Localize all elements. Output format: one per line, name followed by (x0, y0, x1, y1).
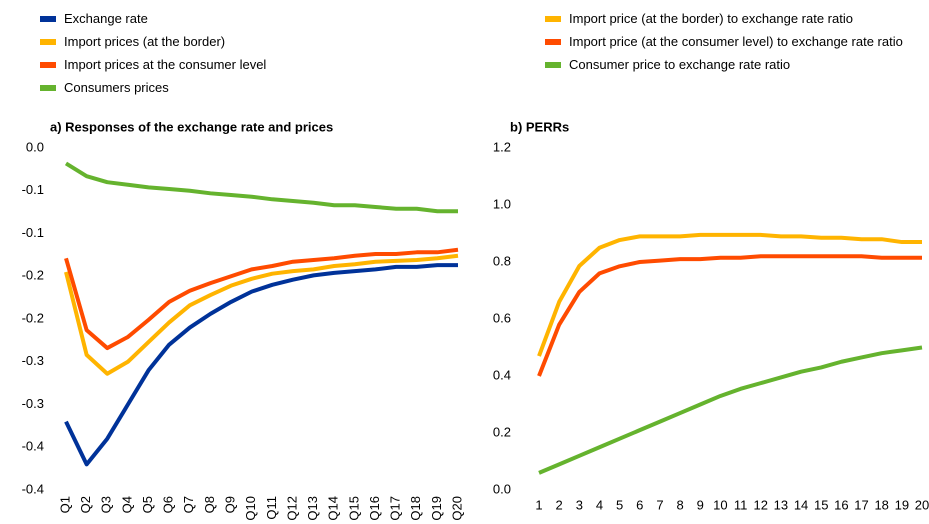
x-tick-label: 1 (535, 497, 542, 512)
y-tick-label: 0.2 (493, 424, 511, 439)
legend-item: Exchange rate (40, 10, 460, 27)
legend-label: Import price (at the border) to exchange… (569, 11, 853, 26)
legend-swatch (40, 85, 56, 91)
legend-swatch (40, 16, 56, 22)
y-tick-label: 0.6 (493, 310, 511, 325)
x-tick-label: Q11 (264, 496, 279, 520)
legend-item: Import price (at the consumer level) to … (545, 33, 925, 50)
x-tick-label: 20 (915, 497, 929, 512)
legend-swatch (40, 62, 56, 68)
legend: Exchange rate Import prices (at the borde… (40, 10, 460, 102)
x-tick-label: 18 (874, 497, 888, 512)
x-tick-label: 2 (556, 497, 563, 512)
legend-swatch (545, 16, 561, 22)
x-tick-label: Q13 (305, 496, 320, 521)
legend-label: Import price (at the consumer level) to … (569, 34, 903, 49)
x-tick-label: Q17 (388, 496, 403, 521)
y-tick-label: -0.2 (22, 268, 44, 283)
x-tick-label: Q10 (243, 496, 258, 521)
legend-swatch (40, 39, 56, 45)
x-tick-label: 15 (814, 497, 828, 512)
y-tick-label: -0.4 (22, 481, 44, 496)
y-tick-label: -0.3 (22, 396, 44, 411)
x-tick-label: 7 (656, 497, 663, 512)
x-tick-label: Q18 (408, 496, 423, 521)
line-series (538, 345, 923, 475)
x-tick-label: 16 (834, 497, 848, 512)
legend-label: Consumers prices (64, 80, 169, 95)
x-tick-label: 12 (754, 497, 768, 512)
legend-swatch (545, 39, 561, 45)
y-tick-label: 1.0 (493, 196, 511, 211)
line-series (537, 232, 922, 357)
x-tick-label: 3 (576, 497, 583, 512)
x-tick-label: 10 (713, 497, 727, 512)
x-tick-label: 19 (895, 497, 909, 512)
y-tick-label: -0.4 (22, 439, 44, 454)
legend-label: Consumer price to exchange rate ratio (569, 57, 791, 72)
x-tick-label: 17 (854, 497, 868, 512)
legend-item: Import prices at the consumer level (40, 56, 460, 73)
x-tick-label: Q16 (367, 496, 382, 521)
x-tick-label: Q5 (140, 496, 155, 513)
x-tick-label: Q19 (429, 496, 444, 521)
legend-label: Exchange rate (64, 11, 148, 26)
legend-item: Import prices (at the border) (40, 33, 460, 50)
x-tick-label: Q7 (181, 496, 196, 513)
legend-swatch (545, 62, 561, 68)
x-tick-label: 4 (596, 497, 603, 512)
line-series (64, 247, 459, 351)
x-tick-label: 6 (636, 497, 643, 512)
x-tick-label: 5 (616, 497, 623, 512)
line-series (64, 263, 458, 467)
y-tick-label: -0.3 (22, 353, 44, 368)
x-tick-label: Q8 (202, 496, 217, 513)
x-tick-label: Q9 (222, 496, 237, 513)
y-tick-label: 0.0 (493, 481, 511, 496)
x-tick-label: Q4 (119, 496, 134, 513)
legend-item: Import price (at the border) to exchange… (545, 10, 925, 27)
x-tick-label: 9 (697, 497, 704, 512)
y-tick-label: 0.8 (493, 253, 511, 268)
x-tick-label: 8 (676, 497, 683, 512)
chart-title: a) Responses of the exchange rate and pr… (50, 119, 333, 134)
x-tick-label: Q15 (346, 496, 361, 521)
x-tick-label: 14 (794, 497, 808, 512)
legend-label: Import prices at the consumer level (64, 57, 267, 72)
y-tick-label: 0.0 (26, 139, 44, 154)
y-tick-label: -0.2 (22, 310, 44, 325)
y-tick-label: -0.1 (22, 225, 44, 240)
x-tick-label: Q2 (78, 496, 93, 513)
x-tick-label: Q12 (284, 496, 299, 521)
legend-item: Consumer price to exchange rate ratio (545, 56, 925, 73)
y-tick-label: 0.4 (493, 367, 511, 382)
legend: Import price (at the border) to exchange… (545, 10, 925, 79)
x-tick-label: Q20 (449, 496, 464, 521)
legend-item: Consumers prices (40, 79, 460, 96)
line-series (64, 161, 458, 214)
x-tick-label: 11 (734, 497, 748, 512)
x-tick-label: 13 (774, 497, 788, 512)
x-tick-label: Q1 (57, 496, 72, 513)
line-series (64, 253, 459, 376)
line-series (537, 254, 922, 377)
chart-title: b) PERRs (510, 119, 569, 134)
x-tick-label: Q6 (161, 496, 176, 513)
x-tick-label: Q14 (326, 496, 341, 521)
legend-label: Import prices (at the border) (64, 34, 226, 49)
y-tick-label: 1.2 (493, 139, 511, 154)
x-tick-label: Q3 (99, 496, 114, 513)
y-tick-label: -0.1 (22, 182, 44, 197)
